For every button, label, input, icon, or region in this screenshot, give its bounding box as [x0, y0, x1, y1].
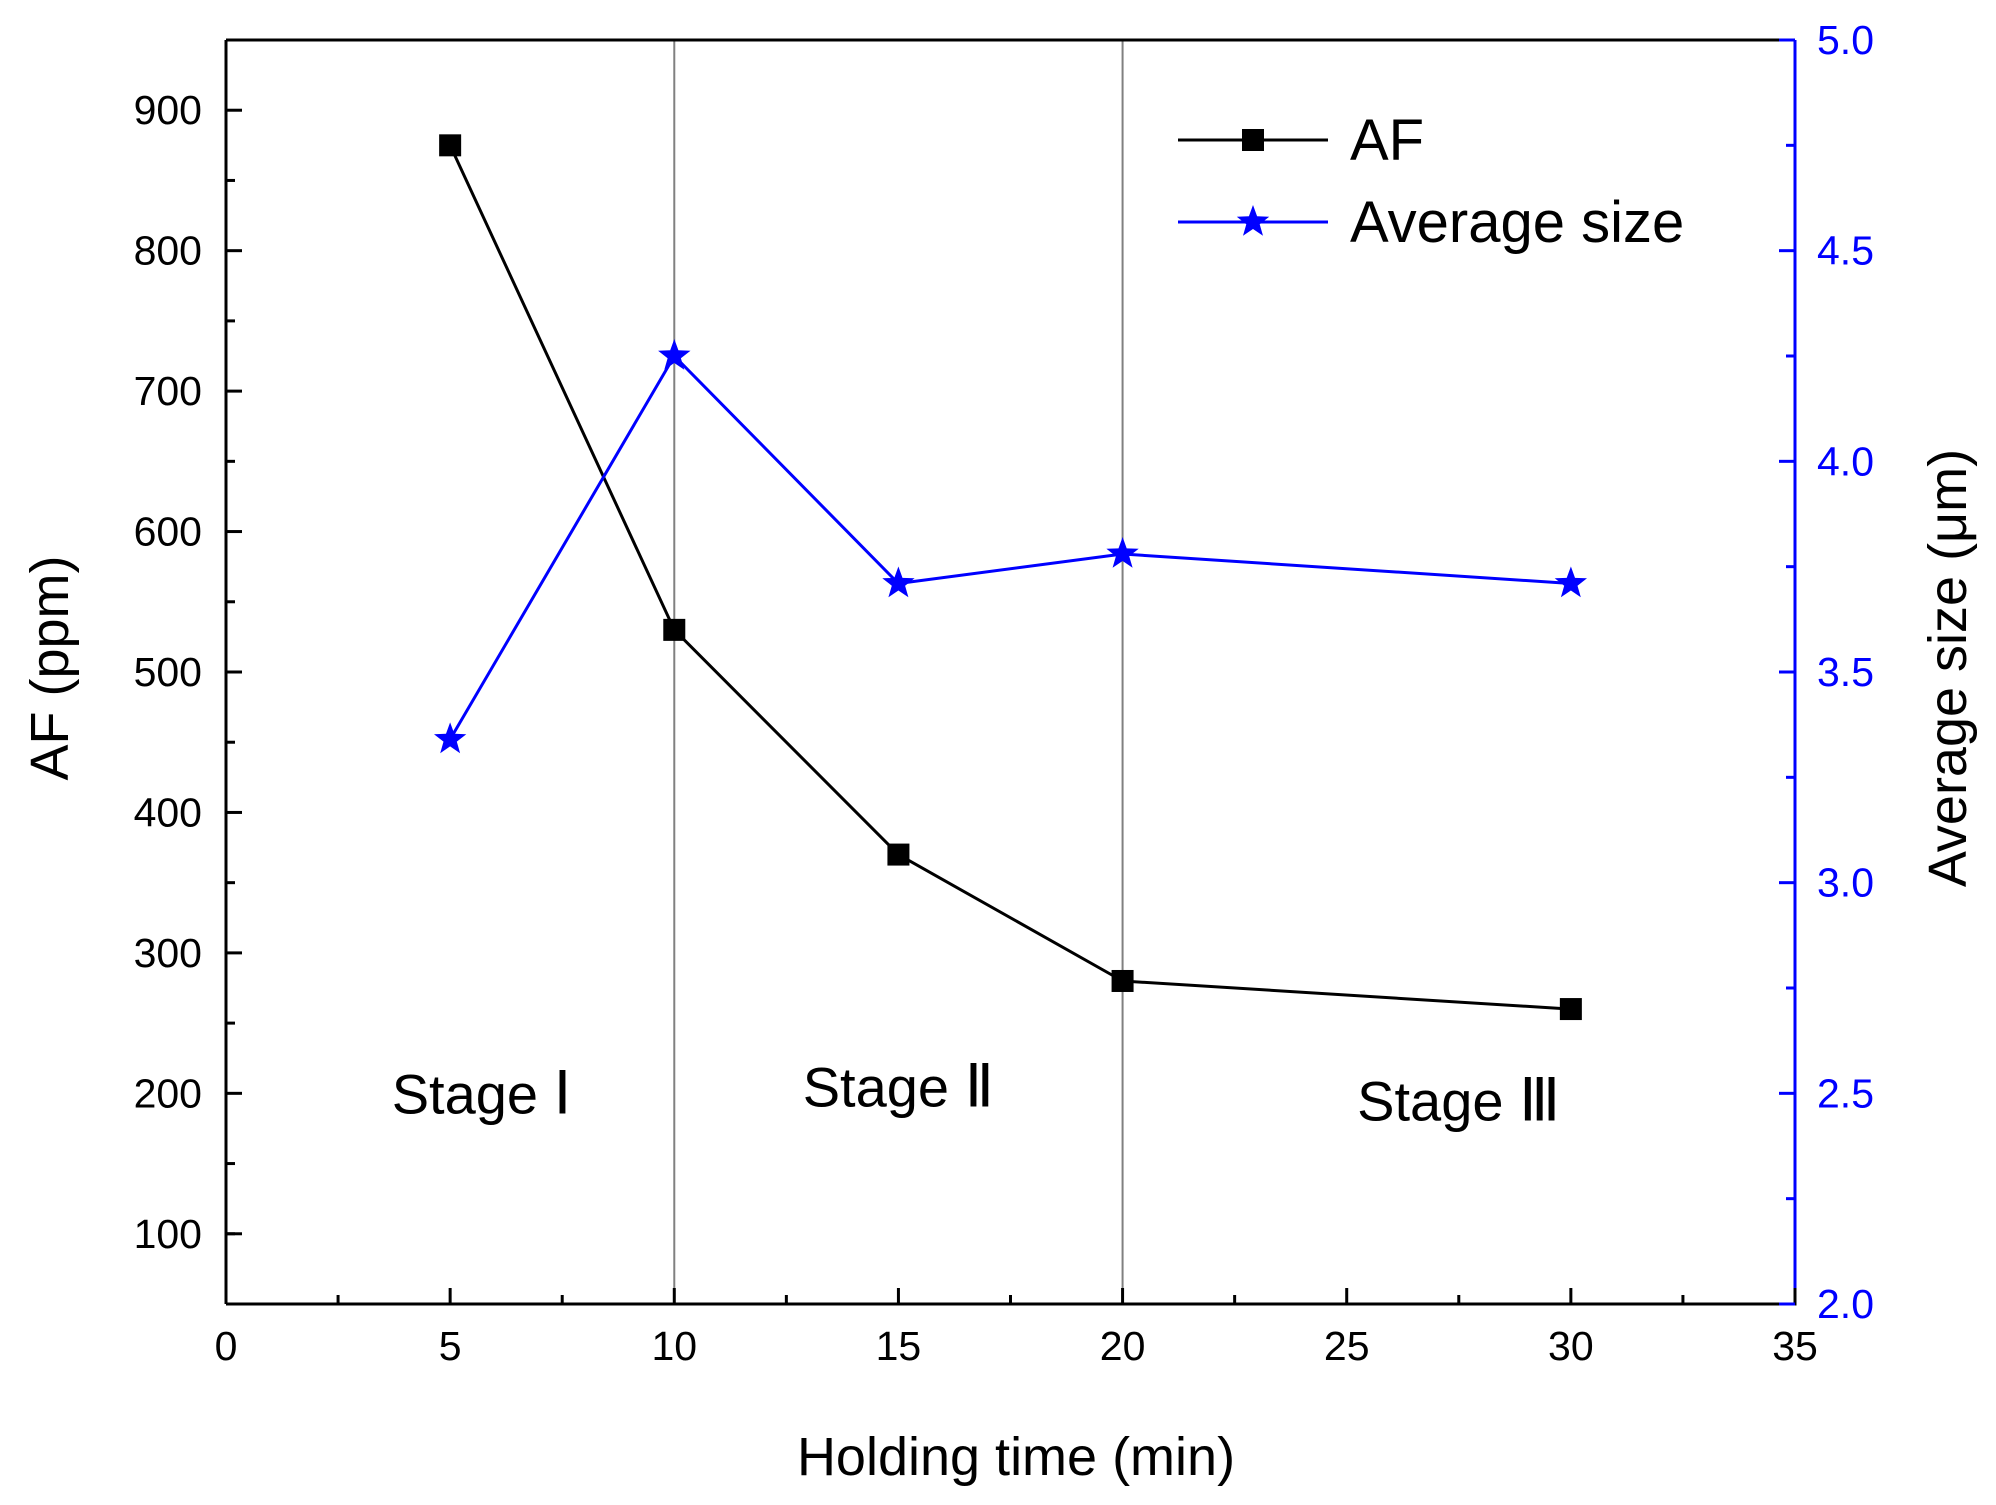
- legend-af-label: AF: [1350, 108, 1424, 173]
- stage-label-2: Stage Ⅱ: [803, 1053, 994, 1119]
- af-marker: [1559, 998, 1582, 1021]
- y-right-tick-label: 4.5: [1817, 228, 1874, 274]
- x-tick-label: 0: [215, 1323, 238, 1369]
- y-left-tick-label: 200: [134, 1070, 202, 1116]
- stage-word: Stage: [803, 1055, 965, 1118]
- stage-numeral: Ⅰ: [554, 1060, 572, 1126]
- y-left-tick-label: 800: [134, 228, 202, 274]
- y-right-tick-label: 5.0: [1817, 17, 1874, 63]
- legend-average-size-label: Average size: [1350, 190, 1684, 255]
- y-left-tick-label: 300: [134, 930, 202, 976]
- x-tick-label: 35: [1772, 1323, 1818, 1369]
- y-right-tick-label: 3.0: [1817, 860, 1874, 906]
- y-left-tick-label: 100: [134, 1211, 202, 1257]
- y-left-tick-label: 900: [134, 87, 202, 133]
- stage-annotations: Stage Ⅰ Stage Ⅱ Stage Ⅲ: [392, 1053, 1561, 1133]
- x-tick-label: 25: [1324, 1323, 1370, 1369]
- y-right-tick-label: 3.5: [1817, 649, 1874, 695]
- af-marker: [1111, 969, 1134, 992]
- stage-label-1: Stage Ⅰ: [392, 1060, 572, 1126]
- y-right-axis-title: Average size (μm): [1918, 449, 1978, 887]
- y-left-tick-label: 500: [134, 649, 202, 695]
- y-left-tick-label: 700: [134, 368, 202, 414]
- stage-dividers: [673, 40, 1124, 1304]
- y-right-tick-label: 2.5: [1817, 1070, 1874, 1116]
- stage-numeral: Ⅱ: [965, 1053, 995, 1119]
- af-marker: [439, 134, 462, 157]
- average-size-marker: [434, 722, 467, 754]
- average-size-marker: [1106, 537, 1139, 568]
- x-tick-label: 10: [651, 1323, 697, 1369]
- stage-label-3: Stage Ⅲ: [1357, 1067, 1560, 1133]
- y-right-tick-label: 4.0: [1817, 438, 1874, 484]
- x-tick-label: 30: [1548, 1323, 1594, 1369]
- stage-numeral: Ⅲ: [1519, 1067, 1560, 1133]
- x-tick-label: 15: [876, 1323, 922, 1369]
- x-tick-label: 5: [439, 1323, 462, 1369]
- af-marker: [887, 843, 910, 866]
- y-right-tick-label: 2.0: [1817, 1281, 1874, 1327]
- axes-group: 0 5 10 15 20 25 30 35 100 200 300 400 500 600 700 800 90…: [134, 17, 1874, 1369]
- series-group: [434, 134, 1587, 1021]
- legend-average-size-marker: [1236, 205, 1270, 236]
- af-marker: [663, 618, 686, 641]
- x-tick-label: 20: [1100, 1323, 1146, 1369]
- y-left-tick-label: 400: [134, 789, 202, 835]
- x-axis-title: Holding time (min): [797, 1427, 1235, 1487]
- y-left-axis-title: AF (ppm): [20, 555, 80, 780]
- legend: AF Average size: [1178, 108, 1684, 255]
- y-left-tick-label: 600: [134, 509, 202, 555]
- stage-word: Stage: [392, 1062, 554, 1125]
- stage-word: Stage: [1357, 1069, 1519, 1132]
- average-size-marker: [658, 339, 691, 370]
- average-size-marker: [1554, 566, 1587, 598]
- legend-af-marker: [1242, 129, 1264, 151]
- average-size-marker: [882, 566, 915, 598]
